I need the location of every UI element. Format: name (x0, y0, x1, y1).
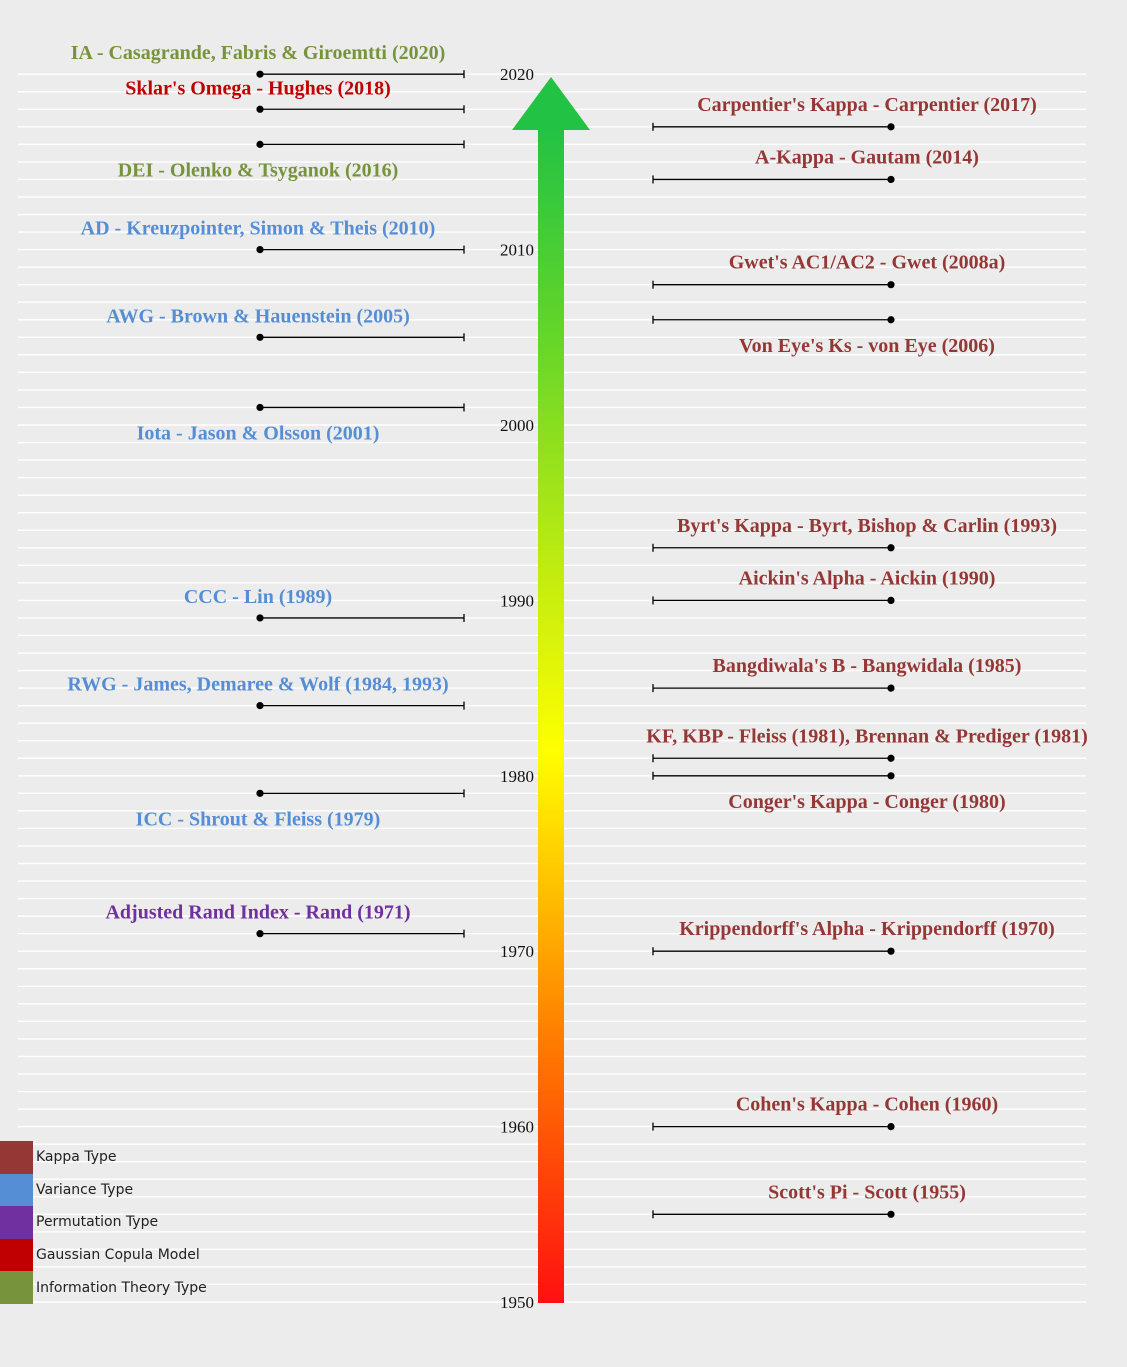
event-label: Carpentier's Kappa - Carpentier (2017) (697, 94, 1037, 116)
event-dot (256, 70, 264, 78)
event-label: Gwet's AC1/AC2 - Gwet (2008a) (729, 252, 1006, 274)
event-label: Byrt's Kappa - Byrt, Bishop & Carlin (19… (677, 515, 1057, 537)
event-label: CCC - Lin (1989) (184, 586, 332, 608)
year-tick-label: 1950 (500, 1293, 534, 1312)
year-tick-label: 2020 (500, 65, 534, 84)
event-dot (887, 754, 895, 762)
timeline-arrow (512, 77, 590, 1303)
event-dot (256, 614, 264, 622)
event-label: ICC - Shrout & Fleiss (1979) (136, 808, 381, 830)
event-dot (256, 930, 264, 938)
event-dot (887, 1123, 895, 1131)
event-label: Krippendorff's Alpha - Krippendorff (197… (679, 918, 1055, 940)
legend-swatch-kappa (0, 1141, 33, 1174)
event-label: Sklar's Omega - Hughes (2018) (125, 77, 391, 99)
event-dot (256, 333, 264, 341)
event-label: DEI - Olenko & Tsyganok (2016) (118, 159, 399, 181)
event-dot (256, 702, 264, 710)
legend-item-information: Information Theory Type (0, 1271, 260, 1304)
event-label: Scott's Pi - Scott (1955) (768, 1181, 966, 1203)
event-label: Cohen's Kappa - Cohen (1960) (736, 1094, 998, 1116)
event-dot (256, 140, 264, 148)
event-dot (887, 684, 895, 692)
event-label: Bangdiwala's B - Bangwidala (1985) (713, 655, 1022, 677)
event-label: IA - Casagrande, Fabris & Giroemtti (202… (71, 42, 446, 64)
event-dot (887, 316, 895, 324)
event-label: Adjusted Rand Index - Rand (1971) (105, 902, 410, 924)
legend-label-information: Information Theory Type (36, 1279, 207, 1296)
event-label: AWG - Brown & Hauenstein (2005) (106, 305, 410, 327)
legend-label-permutation: Permutation Type (36, 1214, 159, 1231)
legend-item-gaussian: Gaussian Copula Model (0, 1238, 260, 1272)
legend-item-kappa: Kappa Type (0, 1141, 260, 1174)
event-dot (887, 1210, 895, 1218)
legend-label-kappa: Kappa Type (36, 1149, 117, 1166)
legend-swatch-gaussian (0, 1238, 33, 1272)
event-dot (887, 596, 895, 605)
event-label: KF, KBP - Fleiss (1981), Brennan & Predi… (646, 725, 1087, 747)
timeline-arrow-shaft (538, 128, 564, 1303)
event-dot (887, 281, 895, 289)
event-label: Von Eye's Ks - von Eye (2006) (739, 335, 995, 357)
legend-item-variance: Variance Type (0, 1173, 260, 1207)
year-tick-label: 2000 (500, 416, 534, 435)
event-dot (887, 947, 895, 955)
legend-swatch-permutation (0, 1206, 33, 1239)
event-label: AD - Kreuzpointer, Simon & Theis (2010) (81, 218, 436, 240)
event-dot (887, 772, 895, 780)
event-label: Iota - Jason & Olsson (2001) (137, 422, 380, 444)
event-label: RWG - James, Demaree & Wolf (1984, 1993) (67, 674, 448, 696)
legend-swatch-information (0, 1271, 33, 1304)
event-dot (887, 123, 895, 131)
legend-label-variance: Variance Type (36, 1181, 134, 1198)
year-tick-label: 1960 (500, 1118, 534, 1137)
legend: Kappa Type Variance Type Permutation Typ… (0, 1141, 260, 1304)
event-dot (256, 403, 264, 412)
legend-swatch-variance (0, 1173, 33, 1207)
event-label: A-Kappa - Gautam (2014) (755, 146, 979, 168)
event-dot (887, 544, 895, 552)
legend-item-permutation: Permutation Type (0, 1206, 260, 1239)
year-tick-label: 2010 (500, 241, 534, 260)
event-label: Conger's Kappa - Conger (1980) (728, 791, 1005, 813)
event-dot (256, 789, 264, 797)
year-tick-label: 1980 (500, 767, 534, 786)
event-dot (256, 105, 264, 113)
timeline-arrow-head (512, 77, 590, 130)
legend-label-gaussian: Gaussian Copula Model (36, 1247, 200, 1264)
event-dot (256, 246, 264, 254)
event-label: Aickin's Alpha - Aickin (1990) (739, 567, 996, 589)
event-dot (887, 175, 895, 184)
year-tick-label: 1990 (500, 591, 534, 610)
year-tick-label: 1970 (500, 942, 534, 961)
